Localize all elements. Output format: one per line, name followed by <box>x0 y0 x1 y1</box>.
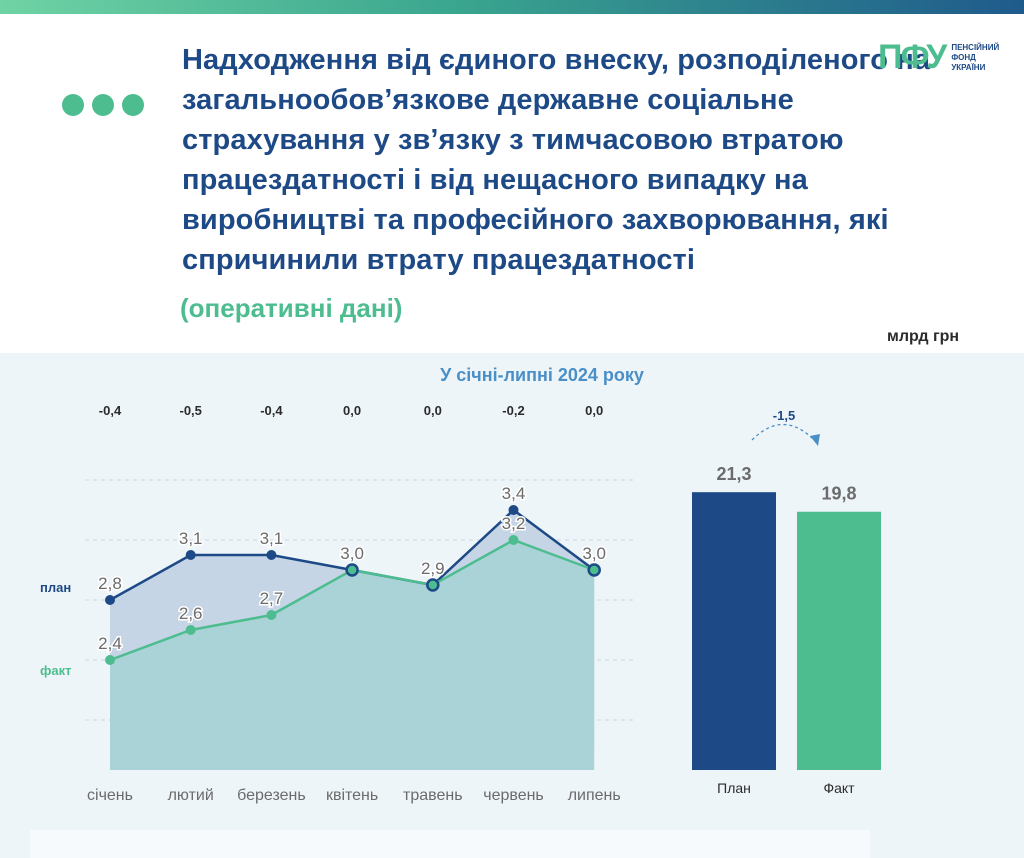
plan-value-label: 2,9 <box>421 559 445 578</box>
x-tick-label: червень <box>483 787 544 804</box>
plan-value-label: 3,0 <box>582 544 606 563</box>
difference-label: -0,5 <box>179 403 201 418</box>
plan-point <box>508 505 519 515</box>
plan-value-label: 3,4 <box>502 484 526 503</box>
legend-plan: план <box>40 580 71 595</box>
bar-value-label: 19,8 <box>821 484 856 504</box>
fact-point <box>185 625 196 635</box>
legend-fact: факт <box>40 663 71 678</box>
plan-point <box>345 563 359 577</box>
fact-value-label: 2,6 <box>179 604 203 623</box>
fact-value-label: 2,7 <box>260 589 284 608</box>
bar-value-label: 21,3 <box>716 464 751 484</box>
bar <box>692 492 776 770</box>
top-gradient-bar <box>0 0 1024 14</box>
fact-value-label: 2,4 <box>98 634 122 653</box>
x-tick-label: березень <box>237 787 306 804</box>
logo-text-line: ПЕНСІЙНИЙ <box>951 42 1000 52</box>
difference-label: -0,2 <box>502 403 524 418</box>
x-tick-label: лютий <box>168 787 214 804</box>
pfu-logo: ПФУ ПЕНСІЙНИЙ ФОНД УКРАЇНИ <box>878 38 999 77</box>
bar-category-label: План <box>717 780 751 796</box>
plan-value-label: 3,1 <box>260 529 284 548</box>
plan-point <box>266 550 277 560</box>
difference-arrow <box>751 423 817 443</box>
x-tick-label: липень <box>568 787 621 804</box>
x-tick-label: січень <box>87 787 133 804</box>
difference-label: 0,0 <box>424 403 442 418</box>
difference-label: -0,4 <box>99 403 122 418</box>
bar-difference-label: -1,5 <box>773 408 795 423</box>
logo-mark: ПФУ <box>878 38 947 76</box>
plan-value-label: 3,0 <box>340 544 364 563</box>
chart-period-title: У січні-липні 2024 року <box>440 365 644 385</box>
plan-point <box>587 563 601 577</box>
bar <box>797 511 881 770</box>
x-tick-label: квітень <box>326 787 378 804</box>
plan-value-label: 2,8 <box>98 574 122 593</box>
page-title: Надходження від єдиного внеску, розподіл… <box>182 44 931 276</box>
fact-area <box>110 540 595 770</box>
decorative-dots-icon <box>62 94 144 116</box>
plan-point <box>426 578 440 592</box>
page-subtitle: (оперативні дані) <box>180 293 403 323</box>
x-tick-label: травень <box>403 787 463 804</box>
fact-point <box>508 535 519 545</box>
plan-point <box>105 595 115 605</box>
bar-category-label: Факт <box>823 780 855 796</box>
unit-label: млрд грн <box>887 328 960 345</box>
arrow-head-icon <box>810 434 820 446</box>
chart-panel-footer <box>30 830 870 858</box>
difference-label: 0,0 <box>585 403 603 418</box>
plan-point <box>185 550 196 560</box>
logo-text-line: УКРАЇНИ <box>951 62 986 72</box>
difference-label: -0,4 <box>260 403 283 418</box>
fact-value-label: 3,2 <box>502 514 526 533</box>
logo-text: ПЕНСІЙНИЙ ФОНД УКРАЇНИ <box>951 43 999 73</box>
fact-point <box>266 610 277 620</box>
fact-point <box>105 655 115 665</box>
logo-text-line: ФОНД <box>951 52 976 62</box>
plan-value-label: 3,1 <box>179 529 203 548</box>
difference-label: 0,0 <box>343 403 361 418</box>
